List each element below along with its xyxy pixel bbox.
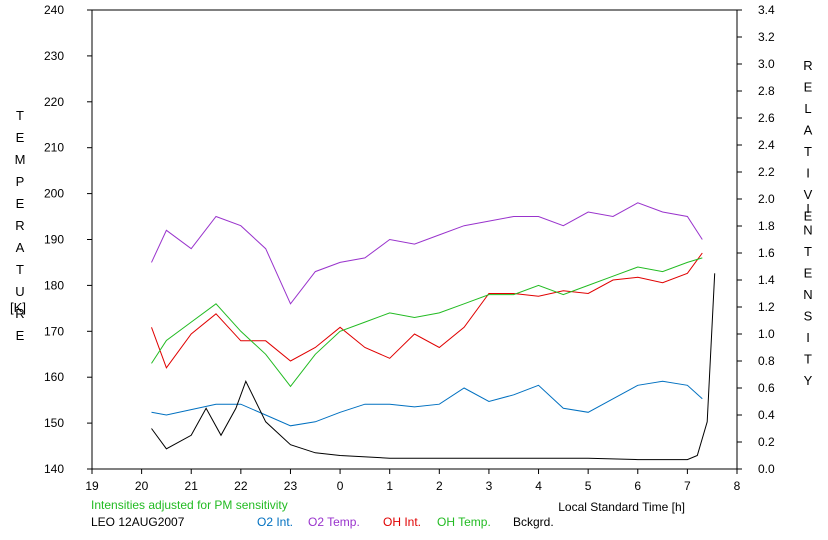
plot-frame — [91, 9, 738, 470]
x-tick-label: 8 — [734, 479, 741, 493]
right-tick-label: 0.6 — [758, 381, 775, 395]
x-tick-label: 3 — [486, 479, 493, 493]
x-tick-label: 0 — [337, 479, 344, 493]
legend-entry-o2-temp: O2 Temp. — [308, 515, 360, 529]
right-tick-label: 0.0 — [758, 462, 775, 476]
x-tick-label: 5 — [585, 479, 592, 493]
right-axis-ticks: 0.0 0.2 0.4 0.6 0.8 1.0 1.2 1.4 1.6 1.8 2.0 2.2 2.4 2… — [737, 3, 775, 476]
series-line-oh-temp — [151, 257, 703, 388]
left-tick-label: 190 — [44, 233, 64, 247]
right-tick-label: 0.8 — [758, 354, 775, 368]
right-tick-label: 2.8 — [758, 84, 775, 98]
right-tick-label: 2.4 — [758, 138, 775, 152]
right-tick-label: 0.2 — [758, 435, 775, 449]
station-label: LEO 12AUG2007 — [91, 515, 185, 529]
series-group — [151, 202, 716, 461]
x-tick-label: 4 — [535, 479, 542, 493]
right-tick-label: 2.0 — [758, 192, 775, 206]
left-axis-ticks: 140 150 160 170 180 190 200 210 220 230 240 — [44, 3, 92, 476]
right-tick-label: 3.2 — [758, 30, 775, 44]
right-tick-label: 3.0 — [758, 57, 775, 71]
left-tick-label: 180 — [44, 278, 64, 292]
left-tick-label: 240 — [44, 3, 64, 17]
x-tick-label: 19 — [85, 479, 99, 493]
right-tick-label: 2.6 — [758, 111, 775, 125]
right-tick-label: 2.2 — [758, 165, 775, 179]
legend-entry-bckgrd: Bckgrd. — [513, 515, 554, 529]
right-tick-label: 1.8 — [758, 219, 775, 233]
left-tick-label: 220 — [44, 95, 64, 109]
series-line-o2-int — [151, 380, 703, 427]
x-axis-label: Local Standard Time [h] — [558, 500, 685, 514]
left-tick-label: 210 — [44, 141, 64, 155]
left-tick-label: 160 — [44, 370, 64, 384]
left-tick-label: 200 — [44, 187, 64, 201]
left-axis-unit: [K] — [10, 300, 26, 315]
series-line-bckgrd — [151, 273, 716, 461]
x-tick-label: 2 — [436, 479, 443, 493]
right-tick-label: 1.0 — [758, 327, 775, 341]
note-text: Intensities adjusted for PM sensitivity — [91, 498, 288, 512]
legend-entry-oh-temp: OH Temp. — [437, 515, 491, 529]
legend-entry-o2-int: O2 Int. — [257, 515, 293, 529]
x-tick-label: 1 — [386, 479, 393, 493]
right-tick-label: 1.4 — [758, 273, 775, 287]
left-tick-label: 140 — [44, 462, 64, 476]
left-tick-label: 150 — [44, 416, 64, 430]
x-axis-ticks: 19 20 21 22 23 0 1 2 3 4 5 6 7 8 — [85, 469, 741, 493]
right-tick-label: 3.4 — [758, 3, 775, 17]
x-tick-label: 6 — [634, 479, 641, 493]
x-tick-label: 20 — [135, 479, 149, 493]
series-line-oh-int — [151, 252, 703, 369]
x-tick-label: 22 — [234, 479, 248, 493]
left-tick-label: 170 — [44, 324, 64, 338]
legend-entry-oh-int: OH Int. — [383, 515, 421, 529]
x-tick-label: 23 — [284, 479, 298, 493]
left-tick-label: 230 — [44, 49, 64, 63]
right-tick-label: 0.4 — [758, 408, 775, 422]
series-line-o2-temp — [151, 202, 703, 305]
x-tick-label: 21 — [185, 479, 199, 493]
legend: O2 Int. O2 Temp. OH Int. OH Temp. Bckgrd. — [257, 515, 554, 529]
right-tick-label: 1.6 — [758, 246, 775, 260]
x-tick-label: 7 — [684, 479, 691, 493]
right-tick-label: 1.2 — [758, 300, 775, 314]
